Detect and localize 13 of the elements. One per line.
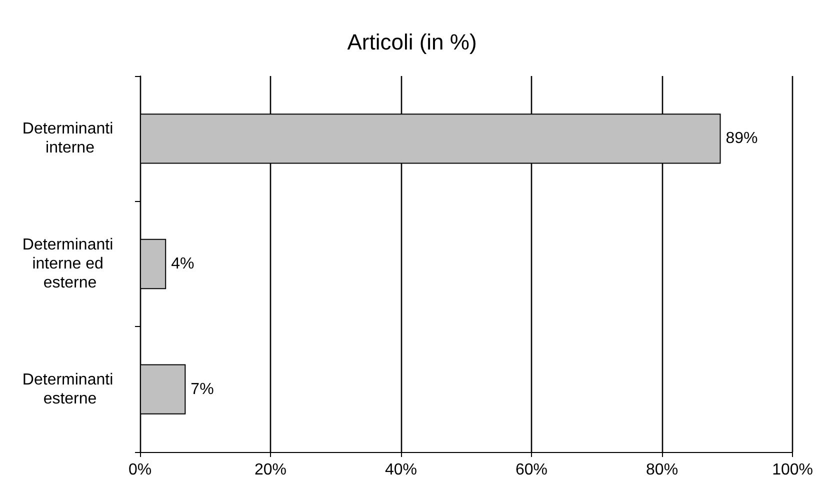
x-tick-label: 60%: [516, 462, 548, 478]
chart-title: Articoli (in %): [347, 30, 477, 54]
y-tick-label: Determinanti interne: [22, 120, 118, 157]
data-label: 89%: [726, 130, 758, 148]
x-tick-label: 20%: [254, 462, 287, 478]
x-tick-label: 0%: [128, 462, 152, 478]
y-tick-label: Determinanti interne ed esterne: [22, 236, 118, 292]
data-label: 4%: [171, 256, 194, 272]
x-tick-label: 40%: [385, 462, 418, 478]
data-label: 7%: [190, 380, 214, 398]
x-tick-label: 100%: [772, 462, 813, 478]
y-tick-label: Determinanti esterne: [22, 371, 118, 408]
x-tick-label: 80%: [646, 462, 678, 478]
